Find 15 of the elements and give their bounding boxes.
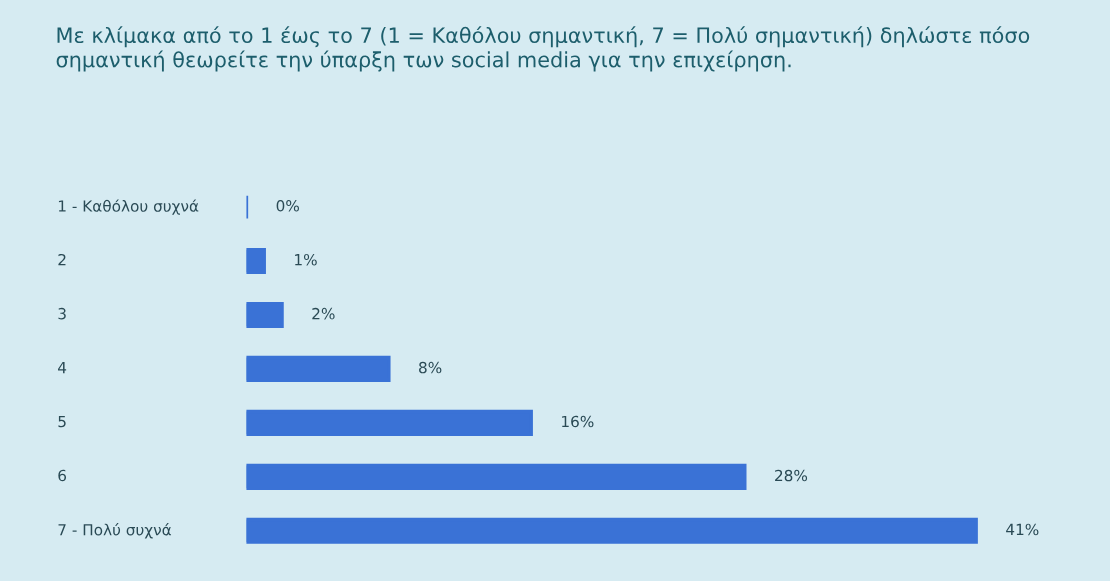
y-tick-label: 5 [58,415,66,428]
y-tick-label: 7 - Πολύ συχνά [58,523,172,539]
data-label: 1% [295,253,317,266]
data-label: 41% [1006,523,1039,536]
y-tick-label: 2 [58,253,66,266]
data-label: 16% [562,415,594,428]
data-label: 8% [419,361,442,374]
data-label: 2% [312,307,335,320]
y-tick-label: 6 [58,469,67,482]
y-tick-label: 3 [58,307,66,320]
y-tick-label: 1 - Καθόλου συχνά [58,199,199,215]
data-label: 28% [775,469,808,482]
data-label: 0% [276,199,299,212]
y-tick-label: 4 [58,362,67,374]
chart-title: Με κλίμακα από το 1 έως το 7 (1 = Καθόλου σημαντική, 7 = Πολύ σημαντική) δηλώστε πόσο σημαντική θεωρείτε την ύπαρξη των social media για την επιχείρηση. [56,26,1030,72]
